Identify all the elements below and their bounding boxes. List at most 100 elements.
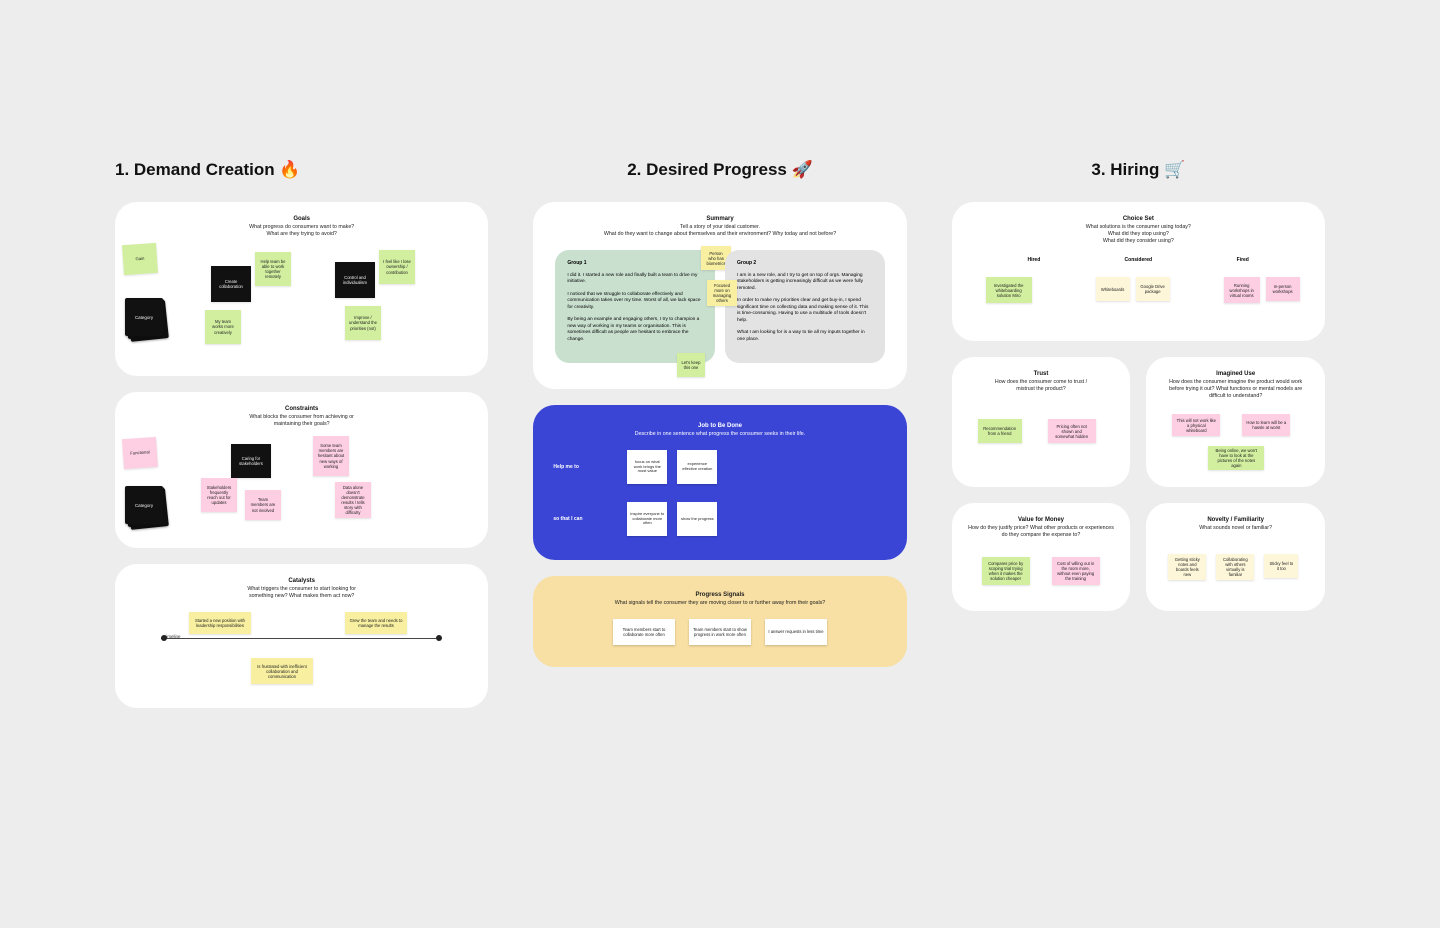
sticky-con-b[interactable]: Stakeholders frequently reach out for up…	[201, 478, 237, 512]
signal-card-b[interactable]: Team members start to show progress in w…	[689, 619, 751, 645]
sticky-imag-a[interactable]: This will not work like a physical white…	[1172, 414, 1220, 436]
panel-catalysts[interactable]: Catalysts What triggers the consumer to …	[115, 564, 488, 708]
group1-box[interactable]: Group 1 I did it. I started a new role a…	[555, 250, 715, 363]
pair-trust-imagined: Trust How does the consumer come to trus…	[952, 357, 1325, 487]
timeline-label: timeline	[165, 634, 181, 639]
sticky-considered-2[interactable]: Google Drive package	[1136, 277, 1170, 301]
sticky-cat-b[interactable]: Grew the team and needs to manage the re…	[345, 612, 407, 634]
col3-title: 3. Hiring 🛒	[952, 160, 1325, 180]
signals-sub: What signals tell the consumer they are …	[553, 600, 886, 607]
jtbd-header: Job to Be Done Describe in one sentence …	[553, 423, 886, 438]
panel-constraints[interactable]: Constraints What blocks the consumer fro…	[115, 392, 488, 548]
choice-heading: Choice Set	[968, 216, 1309, 224]
goals-header: Goals What progress do consumers want to…	[131, 216, 472, 238]
imagined-sub: How does the consumer imagine the produc…	[1162, 379, 1309, 400]
group2-p2: In order to make my priorities clear and…	[737, 298, 873, 324]
category-stack-2[interactable]: Category	[125, 486, 163, 524]
sticky-hired[interactable]: Investigated the whiteboarding solution …	[986, 277, 1032, 303]
signals-heading: Progress Signals	[553, 592, 886, 600]
sticky-con-d[interactable]: Team members are not involved	[245, 490, 281, 520]
jtbd-row-2: so that I can inspire everyone to collab…	[553, 502, 886, 536]
sticky-trust-b[interactable]: Pricing often not shown and somewhat hid…	[1048, 419, 1096, 443]
sticky-functional-label[interactable]: Functional	[122, 437, 158, 469]
col2-title: 2. Desired Progress 🚀	[533, 160, 906, 180]
panel-goals[interactable]: Goals What progress do consumers want to…	[115, 202, 488, 376]
panel-choice-set[interactable]: Choice Set What solutions is the consume…	[952, 202, 1325, 341]
canvas[interactable]: 1. Demand Creation 🔥 Goals What progress…	[0, 0, 1440, 758]
sticky-imag-b[interactable]: How to learn will be a hassle at worst	[1242, 414, 1290, 436]
jtbd-card-a[interactable]: focus on what work brings the most value	[627, 450, 667, 484]
sticky-value-a[interactable]: Compares price by scoping trial trying w…	[982, 557, 1030, 585]
sticky-goal-c[interactable]: My team works more creatively	[205, 310, 241, 344]
novelty-row: Getting sticky notes and boards feels ne…	[1162, 544, 1309, 590]
sticky-trust-a[interactable]: Recommendation from a friend	[978, 419, 1022, 443]
group2-box[interactable]: Group 2 I am in a new role, and I try to…	[725, 250, 885, 363]
catalysts-sub: What triggers the consumer to start look…	[131, 586, 472, 600]
group2-p1: I am in a new role, and I try to get on …	[737, 273, 873, 292]
sticky-fired-1[interactable]: Running workshops in virtual rooms	[1224, 277, 1260, 303]
novelty-sub: What sounds novel or familiar?	[1162, 525, 1309, 532]
group2-title: Group 2	[737, 260, 873, 267]
choice-row: Investigated the whiteboarding solution …	[968, 271, 1309, 319]
sticky-con-a[interactable]: Caring for stakeholders	[231, 444, 271, 478]
jtbd-row2-label: so that I can	[553, 516, 613, 522]
group1-p3: By being an example and engaging others,…	[567, 317, 703, 343]
imagined-header: Imagined Use How does the consumer imagi…	[1162, 371, 1309, 400]
panel-trust[interactable]: Trust How does the consumer come to trus…	[952, 357, 1131, 487]
trust-row: Recommendation from a friend Pricing oft…	[968, 405, 1115, 451]
jtbd-card-c[interactable]: inspire everyone to collaborate more oft…	[627, 502, 667, 536]
sticky-fired-2[interactable]: In-person workshops	[1266, 277, 1300, 301]
sticky-goal-b[interactable]: Help team be able to work together remot…	[255, 252, 291, 286]
summary-header: Summary Tell a story of your ideal custo…	[549, 216, 890, 238]
sticky-nov-a[interactable]: Getting sticky notes and boards feels ne…	[1168, 554, 1206, 580]
panel-novelty[interactable]: Novelty / Familiarity What sounds novel …	[1146, 503, 1325, 611]
novelty-header: Novelty / Familiarity What sounds novel …	[1162, 517, 1309, 532]
col1-title: 1. Demand Creation 🔥	[115, 160, 488, 180]
choice-columns: Hired Considered Fired	[968, 257, 1309, 263]
sticky-nov-c[interactable]: Sticky feel to it too	[1264, 554, 1298, 578]
imagined-row: This will not work like a physical white…	[1162, 412, 1309, 474]
sticky-con-c[interactable]: Some team members are hesitant about new…	[313, 436, 349, 476]
jtbd-card-b[interactable]: experience effective creation	[677, 450, 717, 484]
group1-p2: I noticed that we struggle to collaborat…	[567, 292, 703, 311]
sticky-g1-bottom[interactable]: Let's keep this one	[677, 353, 705, 377]
catalysts-header: Catalysts What triggers the consumer to …	[131, 578, 472, 600]
choice-header: Choice Set What solutions is the consume…	[968, 216, 1309, 245]
sticky-value-b[interactable]: Cost of willing out in the room more, wi…	[1052, 557, 1100, 585]
group2-p3: What I am looking for is a way to tie al…	[737, 330, 873, 343]
summary-heading: Summary	[549, 216, 890, 224]
constraints-sub: What blocks the consumer from achieving …	[131, 414, 472, 428]
sticky-considered-1[interactable]: Whiteboards	[1096, 277, 1130, 301]
sticky-goal-f[interactable]: Improve / understand the priorities (not…	[345, 306, 381, 340]
sticky-goal-d[interactable]: Control and individualism	[335, 262, 375, 298]
panel-summary[interactable]: Summary Tell a story of your ideal custo…	[533, 202, 906, 389]
summary-body: Group 1 I did it. I started a new role a…	[549, 250, 890, 363]
category-stack-1[interactable]: Category	[125, 298, 163, 336]
novelty-heading: Novelty / Familiarity	[1162, 517, 1309, 525]
panel-jtbd[interactable]: Job to Be Done Describe in one sentence …	[533, 405, 906, 560]
sticky-gain-label[interactable]: Gain	[122, 243, 158, 275]
pair-value-novelty: Value for Money How do they justify pric…	[952, 503, 1325, 611]
column-hiring: 3. Hiring 🛒 Choice Set What solutions is…	[952, 160, 1325, 611]
group1-p1: I did it. I started a new role and final…	[567, 273, 703, 286]
sticky-g2[interactable]: Focused more on managing others	[707, 280, 737, 306]
sticky-nov-b[interactable]: Collaborating with others virtually is f…	[1216, 554, 1254, 580]
value-header: Value for Money How do they justify pric…	[968, 517, 1115, 539]
sticky-con-e[interactable]: Data alone doesn't demonstrate results /…	[335, 482, 371, 518]
summary-sub: Tell a story of your ideal customer. Wha…	[549, 224, 890, 238]
sticky-cat-c[interactable]: Is frustrated with inefficient collabora…	[251, 658, 313, 684]
sticky-goal-e[interactable]: I feel like I lose ownership / contribut…	[379, 250, 415, 284]
signal-card-c[interactable]: I answer requests in less time	[765, 619, 827, 645]
sticky-goal-a[interactable]: Create collaboration	[211, 266, 251, 302]
jtbd-heading: Job to Be Done	[553, 423, 886, 431]
panel-signals[interactable]: Progress Signals What signals tell the c…	[533, 576, 906, 667]
panel-value-for-money[interactable]: Value for Money How do they justify pric…	[952, 503, 1131, 611]
goals-heading: Goals	[131, 216, 472, 224]
jtbd-card-d[interactable]: show the progress	[677, 502, 717, 536]
catalysts-timeline: timeline Started a new position with lea…	[131, 612, 472, 692]
signal-card-a[interactable]: Team members start to collaborate more o…	[613, 619, 675, 645]
signals-cards: Team members start to collaborate more o…	[553, 619, 886, 645]
sticky-cat-a[interactable]: Started a new position with leadership r…	[189, 612, 251, 634]
sticky-imag-c[interactable]: Being online, we won't have to look at t…	[1208, 446, 1264, 470]
panel-imagined-use[interactable]: Imagined Use How does the consumer imagi…	[1146, 357, 1325, 487]
